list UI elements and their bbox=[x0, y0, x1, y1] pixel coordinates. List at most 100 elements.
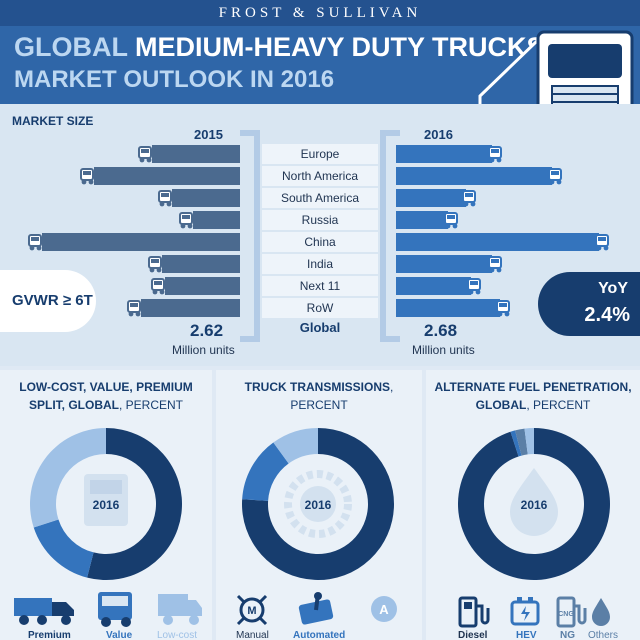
auto-gear-icon: A bbox=[371, 596, 397, 622]
truck-icon bbox=[488, 145, 506, 163]
truck-icon bbox=[444, 211, 462, 229]
category-label: India bbox=[262, 254, 378, 274]
donut-slice bbox=[524, 428, 534, 455]
truck-icon bbox=[158, 189, 176, 207]
category-label: Europe bbox=[262, 144, 378, 164]
panel-split-title: LOW-COST, VALUE, PREMIUM SPLIT, GLOBAL, … bbox=[8, 378, 204, 414]
bar-2015 bbox=[42, 233, 240, 251]
brand-logo-text: FROST & SULLIVAN bbox=[218, 5, 422, 21]
truck-icon bbox=[496, 299, 514, 317]
truck-icon bbox=[28, 233, 46, 251]
total-2015: 2.62 bbox=[190, 321, 224, 340]
panel-fuel-title-rest: , PERCENT bbox=[526, 398, 591, 412]
truck-icon bbox=[462, 189, 480, 207]
faint-fuel-drop-icon bbox=[510, 468, 558, 536]
low-cost-truck-icon bbox=[158, 594, 202, 625]
value-label: Value bbox=[106, 630, 133, 640]
automated-shifter-icon bbox=[298, 592, 334, 625]
svg-text:A: A bbox=[379, 602, 389, 617]
others-label: Others bbox=[588, 630, 619, 640]
low-cost-label: Low-cost bbox=[157, 630, 198, 640]
yoy-value: 2.4% bbox=[584, 304, 630, 326]
yoy-label: YoY bbox=[598, 280, 628, 297]
units-2016: Million units bbox=[412, 343, 475, 357]
category-label: China bbox=[262, 232, 378, 252]
diesel-pump-icon bbox=[458, 596, 490, 628]
yoy-badge: YoY 2.4% bbox=[538, 272, 640, 336]
bar-2015 bbox=[172, 189, 240, 207]
ng-label: NG bbox=[560, 630, 575, 640]
category-label: Russia bbox=[262, 210, 378, 230]
hev-label: HEV bbox=[516, 630, 537, 640]
truck-icon bbox=[137, 145, 156, 163]
others-drop-icon bbox=[592, 598, 610, 626]
bar-2016 bbox=[396, 189, 467, 207]
truck-icon bbox=[467, 277, 485, 295]
automated-label: Automated bbox=[293, 630, 346, 640]
title-prefix: GLOBAL bbox=[14, 32, 128, 62]
category-label: Next 11 bbox=[262, 276, 378, 296]
donut-fuel: 2016 bbox=[458, 428, 610, 580]
donut-slice bbox=[510, 430, 522, 457]
truck-icon bbox=[179, 211, 197, 229]
donut-transmissions: 2016 bbox=[242, 428, 394, 580]
premium-label: Premium bbox=[28, 630, 71, 640]
truck-icon bbox=[488, 255, 506, 273]
donut-slice bbox=[87, 428, 182, 580]
bar-2016 bbox=[396, 145, 493, 163]
total-2016: 2.68 bbox=[424, 321, 458, 340]
truck-icon bbox=[148, 255, 166, 273]
value-truck-icon bbox=[98, 592, 132, 627]
faint-gear-icon bbox=[284, 470, 352, 538]
truck-icon bbox=[548, 167, 566, 185]
panel-transmissions-title-rest: , bbox=[390, 380, 394, 394]
donut-slice bbox=[458, 428, 610, 580]
top-bar bbox=[0, 0, 640, 26]
bar-2015 bbox=[164, 277, 240, 295]
truck-icon bbox=[127, 299, 145, 317]
units-2015: Million units bbox=[172, 343, 235, 357]
faint-truck-icon bbox=[84, 474, 128, 526]
bar-2015 bbox=[162, 255, 240, 273]
ng-pump-icon: CNG bbox=[556, 596, 587, 628]
truck-icon bbox=[80, 167, 98, 185]
bar-2016 bbox=[396, 233, 599, 251]
bar-2016 bbox=[396, 277, 472, 295]
panel-split-title-rest: , PERCENT bbox=[118, 398, 183, 412]
donut-slice bbox=[242, 442, 289, 501]
year-2015-label: 2015 bbox=[194, 127, 223, 142]
diesel-label: Diesel bbox=[458, 630, 488, 640]
truck-icon bbox=[150, 277, 169, 295]
donut-slice bbox=[242, 428, 394, 580]
market-size-label: MARKET SIZE bbox=[12, 114, 94, 128]
bar-2016 bbox=[396, 299, 500, 317]
bar-2015 bbox=[151, 145, 240, 163]
page-title: GLOBAL MEDIUM-HEAVY DUTY TRUCKS bbox=[14, 32, 545, 63]
bar-2016 bbox=[396, 211, 448, 229]
panel-fuel-title-bold: ALTERNATE FUEL PENETRATION, GLOBAL bbox=[434, 380, 632, 412]
donut-slice bbox=[273, 428, 318, 464]
panel-transmissions-title-sub: PERCENT bbox=[290, 398, 348, 412]
bar-2015 bbox=[94, 167, 240, 185]
donut-slice bbox=[33, 519, 94, 578]
manual-label: Manual bbox=[236, 630, 269, 640]
bar-2016 bbox=[396, 255, 493, 273]
bar-2015 bbox=[193, 211, 240, 229]
bar-2015 bbox=[141, 299, 240, 317]
donut-year-label: 2016 bbox=[521, 498, 548, 512]
bracket-left bbox=[240, 130, 260, 342]
donut-year-label: 2016 bbox=[305, 498, 332, 512]
truck-icon bbox=[594, 233, 613, 251]
manual-gear-icon: M bbox=[236, 594, 268, 626]
global-label: Global bbox=[299, 320, 341, 335]
donut-slice bbox=[515, 428, 528, 456]
gvwr-badge: GVWR ≥ 6T bbox=[0, 270, 96, 332]
premium-truck-icon bbox=[14, 598, 74, 625]
svg-text:M: M bbox=[247, 605, 256, 617]
donut-year-label: 2016 bbox=[93, 498, 120, 512]
page-subtitle: MARKET OUTLOOK IN 2016 bbox=[14, 66, 335, 93]
title-main: MEDIUM-HEAVY DUTY TRUCKS bbox=[135, 32, 545, 62]
panel-fuel-title: ALTERNATE FUEL PENETRATION, GLOBAL, PERC… bbox=[432, 378, 634, 414]
bracket-right bbox=[380, 130, 400, 342]
category-label: RoW bbox=[262, 298, 378, 318]
